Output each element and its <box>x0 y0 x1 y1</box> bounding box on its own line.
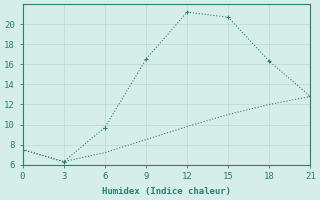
X-axis label: Humidex (Indice chaleur): Humidex (Indice chaleur) <box>102 187 231 196</box>
